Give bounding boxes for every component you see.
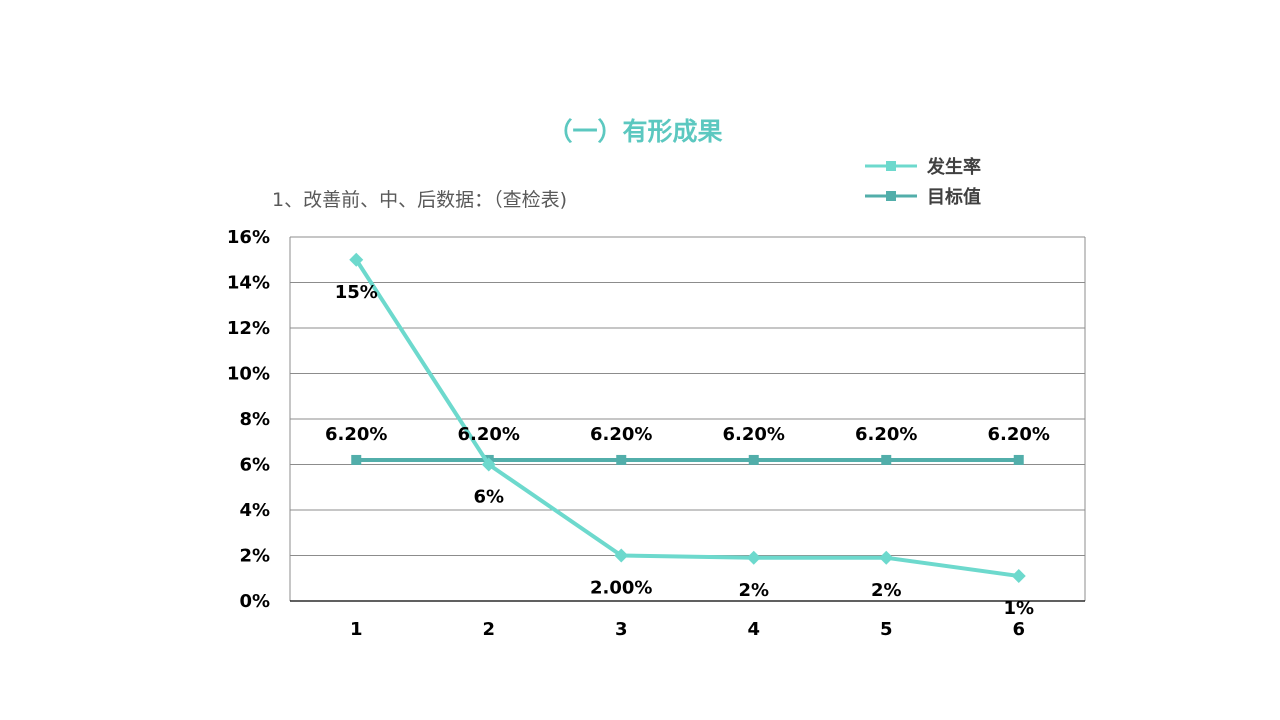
x-tick-label: 2 [482,619,495,640]
x-tick-label: 3 [615,619,628,640]
slide-title: （一）有形成果 [547,117,723,146]
y-tick-label: 0% [239,591,270,612]
data-point-square [616,454,627,465]
data-label: 6.20% [723,424,785,445]
x-tick-label: 4 [747,619,760,640]
data-label: 6.20% [325,424,387,445]
y-tick-label: 16% [227,227,270,248]
y-tick-label: 14% [227,273,270,294]
data-point-square [351,454,362,465]
chart-axes: 0% 2% 4% 6% 8% 10% 12% 14% 16% 1 2 3 4 5 6 [227,227,1086,640]
legend-marker [886,191,896,201]
data-label: 6.20% [458,424,520,445]
chart-data-labels: 15% 6% 2.00% 2% 2% 1% 6.20% 6.20% 6.20% 6.20% 6.20… [325,282,1050,619]
series-line [354,258,1020,578]
legend-label: 发生率 [926,156,981,178]
legend-label: 目标值 [927,186,981,208]
y-tick-label: 6% [239,455,270,476]
data-point-diamond [481,457,496,472]
data-point-diamond [879,550,894,565]
y-tick-label: 10% [227,364,270,385]
data-point-diamond [746,550,761,565]
data-label: 15% [335,282,378,303]
chart-series [349,252,1026,583]
data-point-square [748,454,759,465]
data-label: 6% [473,487,504,508]
x-tick-label: 6 [1012,619,1025,640]
data-label: 6.20% [988,424,1050,445]
data-label: 1% [1003,598,1034,619]
y-tick-label: 2% [239,546,270,567]
data-label: 2% [871,580,902,601]
data-label: 2% [738,580,769,601]
x-tick-label: 1 [350,619,363,640]
data-label: 6.20% [590,424,652,445]
data-point-diamond [1011,568,1026,583]
legend-marker [886,161,896,171]
data-point-square [881,454,892,465]
y-tick-label: 8% [239,409,270,430]
data-point-diamond [614,548,629,563]
y-tick-label: 12% [227,318,270,339]
slide-subtitle: 1、改善前、中、后数据：（查检表) [272,189,568,211]
data-point-square [1013,454,1024,465]
data-label: 2.00% [590,578,652,599]
x-tick-label: 5 [880,619,893,640]
y-tick-label: 4% [239,500,270,521]
chart-gridlines [290,236,1085,556]
data-point-diamond [349,252,364,267]
data-label: 6.20% [855,424,917,445]
